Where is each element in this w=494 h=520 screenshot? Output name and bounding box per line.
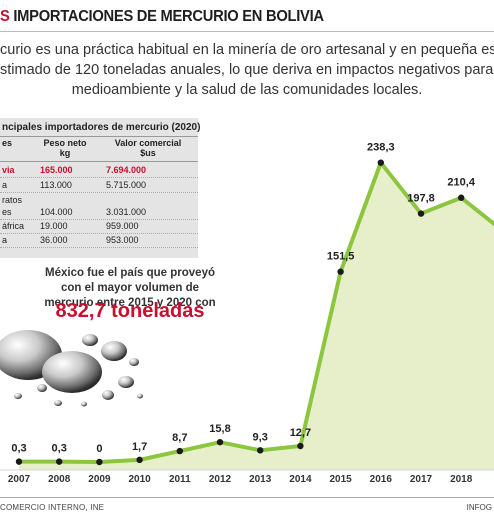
data-point [458,194,465,201]
data-label: 12,7 [290,427,311,439]
mercury-drop [54,400,62,406]
header-country: es [2,138,13,148]
x-tick-label: 2008 [48,474,71,485]
data-point [377,159,384,166]
cell-country: a [2,180,8,190]
data-point [136,456,143,464]
cell-country: via [2,165,15,175]
cell-value: 5.715.000 [106,180,147,190]
x-tick-label: 2014 [289,474,312,485]
table-row: a 36.000 953.000 [0,234,198,248]
mercury-drop [129,358,139,366]
x-tick-label: 2011 [169,474,191,485]
data-label: 9,3 [253,431,268,443]
data-point [96,458,103,466]
x-tick-label: 2012 [209,474,232,485]
mercury-drop [102,390,114,400]
intro-text: curio es una práctica habitual en la min… [0,40,494,100]
title-divider [0,31,494,32]
importers-table: ncipales importadores de mercurio (2020)… [0,118,201,258]
table-row: via 165.000 7.694.000 [0,164,198,178]
cell-value: 3.031.000 [106,207,147,217]
data-point [297,442,304,450]
title-text: IMPORTACIONES DE MERCURIO EN BOLIVIA [9,8,324,25]
cell-weight: 36.000 [40,235,68,245]
table-row: a 113.000 5.715.000 [0,179,198,193]
mercury-drop [81,401,87,407]
data-point [56,458,63,465]
data-label: 0,3 [11,443,26,455]
cell-weight: 19.000 [40,221,68,231]
header-value: Valor comercial $us [114,138,182,158]
callout-line-2: con el mayor volumen de [60,282,200,294]
intro-line-3: medioambiente y la salud de las comunida… [71,82,423,98]
x-tick-label: 2007 [8,474,31,485]
data-label: 238,3 [367,142,395,154]
chart-plot: 0,3 2007 0,3 2008 0 2009 1,7 2010 8,7 2011 15,8 201… [0,142,494,485]
x-tick-label: 2015 [329,474,352,485]
data-label: 8,7 [172,432,187,444]
cell-weight: 104.000 [40,207,73,217]
series-line [19,160,494,464]
table-title: ncipales importadores de mercurio (2020) [2,122,201,133]
credit-note: INFOG [466,503,492,512]
x-tick-label: 2013 [249,474,272,485]
table-divider [0,136,198,137]
mercury-drops-illustration [0,330,143,407]
data-label: 210,4 [447,177,475,189]
cell-weight: 113.000 [40,180,72,190]
mercury-drop [82,334,98,346]
mercury-drop [14,393,22,399]
intro-line-2: stimado de 120 toneladas anuales, lo que… [0,62,494,78]
mexico-callout: México fue el país que proveyó con el ma… [30,266,230,311]
data-label: 0,3 [52,443,67,455]
page-title: S IMPORTACIONES DE MERCURIO EN BOLIVIA [0,8,324,26]
cell-weight: 165.000 [40,165,73,175]
data-label: 1,7 [132,441,147,453]
x-tick-label: 2009 [88,474,111,485]
data-point [257,447,264,454]
data-label: 15,8 [209,423,230,435]
source-note: COMERCIO INTERNO, INE [0,503,105,512]
intro-line-1: curio es una práctica habitual en la min… [0,42,494,58]
data-point [176,447,183,455]
table-row: áfrica 19.000 959.000 [0,220,198,234]
x-tick-label: 2010 [128,474,151,485]
cell-country: a [2,235,8,245]
callout-amount: 832,7 toneladas [55,300,205,322]
callout-line-1: México fue el país que proveyó [45,267,215,279]
table-row: ratos [0,194,198,207]
cell-value: 959.000 [106,221,139,231]
data-point [15,458,23,465]
data-label: 0 [96,443,102,455]
data-point [337,268,344,275]
title-accent: S [0,8,10,25]
mercury-drop [37,384,47,392]
header-weight: Peso neto kg [43,138,87,158]
table-row: es 104.000 3.031.000 [0,206,198,220]
mercury-drop [42,351,102,393]
mercury-drop [101,341,127,361]
cell-value: 953.000 [106,235,139,245]
cell-country: es [2,207,12,217]
series-area [19,162,494,470]
mercury-drop [118,376,134,388]
cell-value: 7.694.000 [106,165,147,175]
x-tick-label: 2017 [410,474,433,485]
data-label: 151,5 [327,251,355,263]
data-label: 197,8 [407,193,435,205]
x-tick-label: 2018 [450,474,473,485]
x-tick-label: 2016 [370,474,393,485]
cell-country: áfrica [2,221,25,231]
data-point [216,438,224,446]
footer-divider [0,497,494,498]
table-divider [0,161,198,162]
cell-country: ratos [2,195,23,205]
callout-line-3: mercurio entre 2015 y 2020 con [44,297,216,309]
data-point [417,210,425,217]
mercury-drop [137,393,143,399]
